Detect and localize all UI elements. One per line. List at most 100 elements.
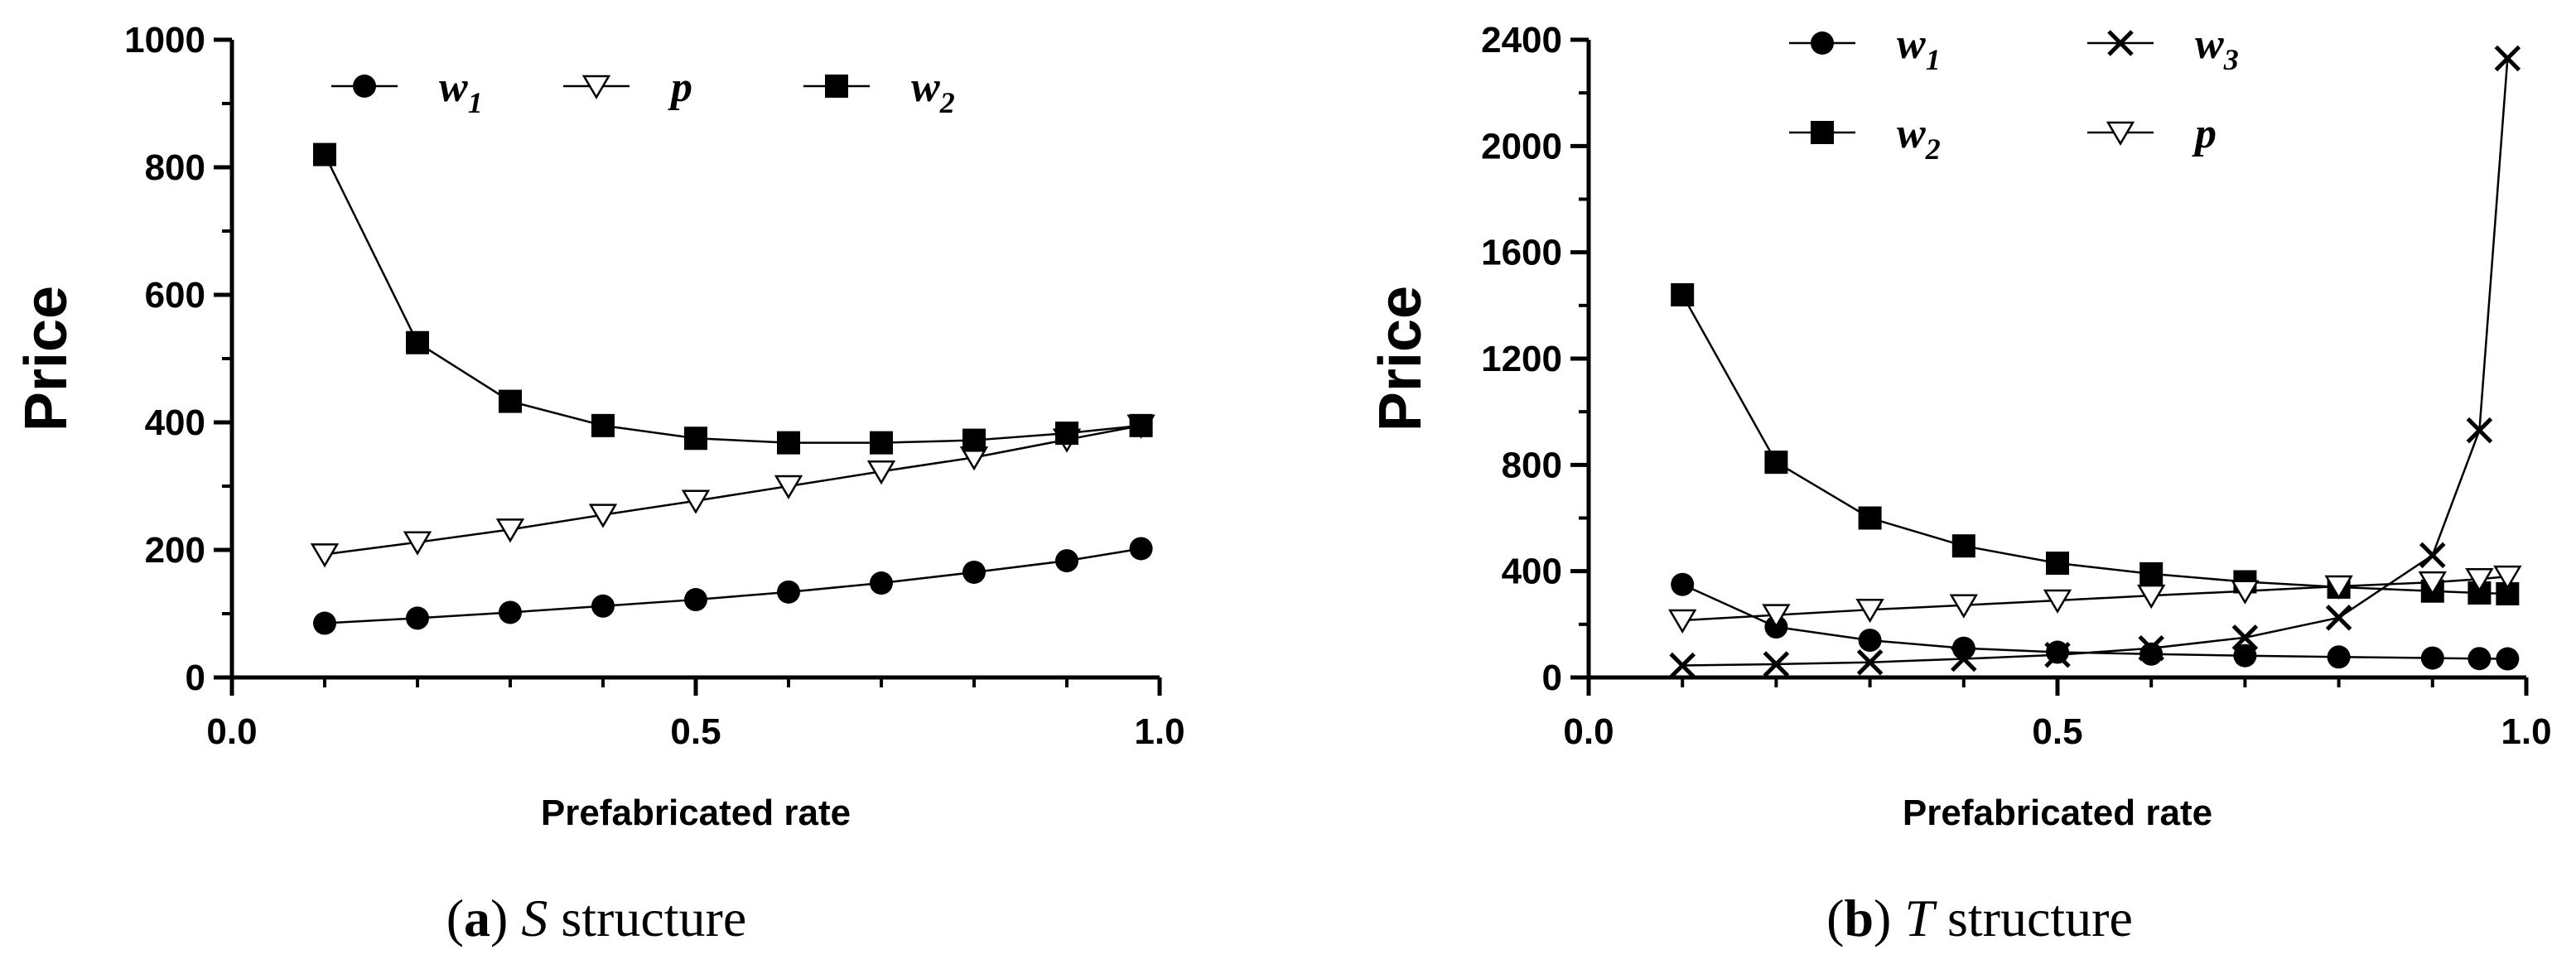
legend-label: w2	[1897, 110, 1941, 166]
series-w3-point-stroke-b	[1856, 648, 1884, 676]
legend-name: p	[2192, 110, 2217, 157]
series-p-point	[1855, 598, 1884, 624]
series-p-point	[866, 460, 896, 485]
legend-w2: w2	[1789, 110, 1941, 166]
series-w3-point-stroke-b	[2231, 624, 2259, 651]
x-tick-label: 0.5	[670, 711, 721, 752]
y-tick-label: 1600	[1481, 233, 1562, 273]
legend-subscript: 1	[468, 86, 483, 119]
series-w3-point-stroke-b	[2466, 417, 2493, 444]
series-w3-point	[2466, 417, 2493, 444]
series-w1-point	[777, 580, 800, 604]
legend-w1: w1	[331, 64, 483, 119]
y-axis-title: Price	[1368, 286, 1434, 431]
legend-marker-w1	[353, 75, 376, 98]
series-w2-point	[406, 330, 429, 354]
series-w1-point	[2327, 645, 2351, 669]
series-w2-point	[684, 427, 707, 451]
legend-marker-w3-stroke-b	[2107, 30, 2134, 56]
series-p-point	[1762, 604, 1791, 629]
legend-label: w2	[911, 64, 955, 119]
series-p-point	[2137, 584, 2166, 610]
y-tick-label: 400	[145, 402, 205, 443]
series-w3-point-stroke-b	[2325, 605, 2352, 631]
y-tick-label: 600	[145, 275, 205, 316]
legend-label: p	[668, 64, 692, 111]
legend-name: w	[439, 64, 468, 111]
series-w1-point	[1671, 572, 1695, 596]
legend-marker-p	[581, 75, 611, 99]
legend-name: w	[1897, 21, 1926, 68]
legend-name: w	[2195, 21, 2224, 68]
series-w1-point	[1129, 537, 1153, 561]
series-w3-point	[2044, 641, 2071, 668]
series-p-point	[1949, 594, 1978, 619]
series-w1	[1671, 572, 2520, 671]
legend-name: w	[911, 64, 940, 111]
series-w2-point	[1951, 534, 1975, 558]
series-w3-point	[2325, 605, 2352, 631]
series-w1-point	[2233, 643, 2257, 668]
series-w1-point	[406, 606, 429, 630]
series-w1-point	[2420, 646, 2444, 670]
legend-name: w	[1897, 110, 1926, 157]
y-tick-label: 800	[1502, 445, 1562, 485]
series-w3-point-stroke-b	[2494, 45, 2521, 72]
y-tick-label: 200	[145, 530, 205, 571]
series-p-point	[2043, 589, 2072, 614]
legend-p: p	[2087, 110, 2217, 157]
series-w2-point	[1671, 283, 1695, 306]
chart-s-structure: 0 200 400 600 800 1000 0.0 0.5 1.0 Prefabricated …	[13, 20, 1185, 833]
series-p-point	[2418, 571, 2447, 596]
y-tick-label: 400	[1502, 552, 1562, 592]
series-w3	[1669, 45, 2521, 679]
series-w3-point-stroke-b	[2138, 634, 2164, 662]
y-tick-label: 800	[145, 147, 205, 188]
series-w2-point	[1764, 451, 1788, 475]
series-p	[1668, 565, 2522, 634]
series-w3-point	[2494, 45, 2521, 72]
legend-w1: w1	[1789, 21, 1941, 76]
series-w1-point	[870, 571, 893, 595]
legend-label: w1	[439, 64, 483, 119]
x-tick-label: 0.0	[206, 711, 257, 752]
legend-marker-w1	[1811, 31, 1834, 55]
series-w2-line	[323, 154, 1141, 444]
series-p-line	[1682, 575, 2508, 622]
x-axis-title: Prefabricated rate	[541, 793, 851, 833]
legend-label: p	[2192, 110, 2217, 157]
caption-b: (b) T structure	[1826, 889, 2133, 947]
series-w2-point	[962, 428, 986, 452]
series-w2-point	[870, 431, 893, 455]
series-w3-point-stroke-b	[1763, 651, 1790, 677]
series-p-point	[1668, 609, 1697, 634]
y-tick-label: 2400	[1481, 20, 1562, 60]
series-w2-point	[777, 431, 800, 455]
series-w3-point	[2419, 542, 2446, 569]
y-tick-label: 0	[186, 658, 205, 698]
series-w1	[313, 537, 1153, 635]
series-p-point	[2324, 575, 2353, 600]
series-w1-line	[1681, 583, 2508, 660]
series-w3-point	[2138, 634, 2164, 662]
series-w3-point	[1951, 645, 1977, 672]
legend-p: p	[563, 64, 692, 111]
series-w3-point	[1763, 651, 1790, 677]
series-w3-point-stroke-b	[2044, 641, 2071, 668]
legend-label: w3	[2195, 21, 2239, 76]
series-w1-point	[499, 600, 522, 624]
series-w1-point	[2467, 647, 2492, 671]
legend-subscript: 2	[1925, 133, 1941, 166]
series-w2-line	[1681, 294, 2508, 595]
x-axis-title: Prefabricated rate	[1903, 793, 2212, 833]
series-w2-point	[499, 389, 522, 413]
x-tick-label: 0.5	[2032, 711, 2082, 752]
series-w3-line	[1682, 58, 2509, 667]
series-w2-point	[2046, 552, 2069, 576]
legend-name: p	[668, 64, 692, 111]
series-w1-point	[684, 588, 707, 612]
series-w2-point	[1129, 413, 1153, 437]
series-w3-point	[1669, 652, 1696, 679]
series-w1-point	[1858, 629, 1882, 653]
series-p-line	[324, 424, 1141, 556]
